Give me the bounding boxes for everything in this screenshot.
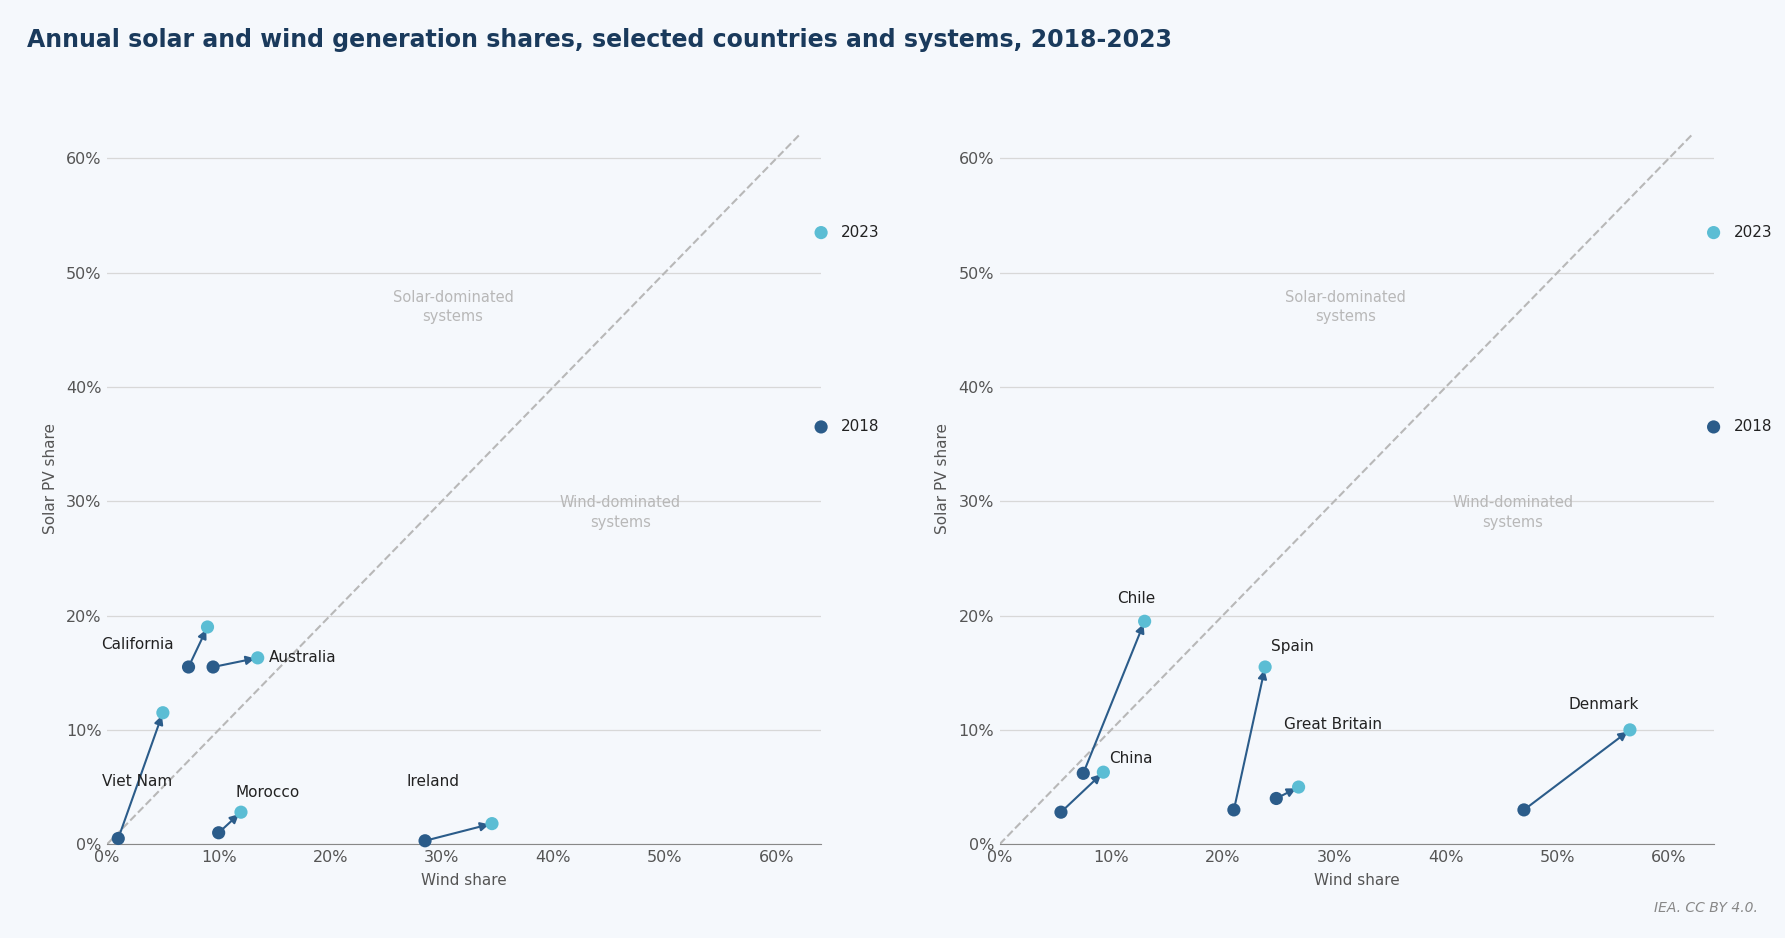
Text: Ireland: Ireland bbox=[407, 774, 459, 789]
Text: Annual solar and wind generation shares, selected countries and systems, 2018-20: Annual solar and wind generation shares,… bbox=[27, 28, 1171, 53]
Text: California: California bbox=[102, 637, 175, 652]
Point bbox=[411, 833, 439, 848]
Point bbox=[1046, 805, 1075, 820]
X-axis label: Wind share: Wind share bbox=[1314, 873, 1399, 888]
Point bbox=[478, 816, 507, 831]
Text: Denmark: Denmark bbox=[1569, 697, 1639, 712]
Text: 2018: 2018 bbox=[1733, 419, 1773, 434]
Y-axis label: Solar PV share: Solar PV share bbox=[935, 423, 950, 534]
Point bbox=[807, 225, 835, 240]
Text: IEA. CC BY 4.0.: IEA. CC BY 4.0. bbox=[1655, 900, 1758, 915]
Point bbox=[243, 650, 271, 665]
Text: Morocco: Morocco bbox=[236, 785, 300, 800]
Point bbox=[175, 659, 203, 674]
Text: Great Britain: Great Britain bbox=[1283, 717, 1382, 732]
Point bbox=[203, 825, 232, 840]
Text: Viet Nam: Viet Nam bbox=[102, 774, 171, 789]
Y-axis label: Solar PV share: Solar PV share bbox=[43, 423, 57, 534]
Point bbox=[1285, 779, 1314, 794]
Point bbox=[148, 705, 177, 720]
Point bbox=[1219, 802, 1248, 817]
Point bbox=[104, 831, 132, 846]
Point bbox=[1699, 419, 1728, 434]
Point bbox=[1089, 764, 1117, 779]
Text: Solar-dominated
systems: Solar-dominated systems bbox=[393, 290, 514, 325]
Point bbox=[227, 805, 255, 820]
Text: Wind-dominated
systems: Wind-dominated systems bbox=[560, 495, 680, 530]
Text: 2023: 2023 bbox=[841, 225, 880, 240]
Point bbox=[1130, 613, 1158, 628]
Text: 2018: 2018 bbox=[841, 419, 880, 434]
Text: China: China bbox=[1108, 751, 1153, 766]
Point bbox=[198, 659, 227, 674]
Text: Spain: Spain bbox=[1271, 639, 1314, 654]
Text: 2023: 2023 bbox=[1733, 225, 1773, 240]
Text: Solar-dominated
systems: Solar-dominated systems bbox=[1285, 290, 1407, 325]
Point bbox=[1510, 802, 1539, 817]
Point bbox=[1069, 765, 1098, 780]
Point bbox=[1615, 722, 1644, 737]
Text: Australia: Australia bbox=[270, 650, 337, 665]
Point bbox=[1251, 659, 1280, 674]
Text: Chile: Chile bbox=[1117, 591, 1155, 606]
Point bbox=[807, 419, 835, 434]
X-axis label: Wind share: Wind share bbox=[421, 873, 507, 888]
Point bbox=[1699, 225, 1728, 240]
Text: Wind-dominated
systems: Wind-dominated systems bbox=[1453, 495, 1573, 530]
Point bbox=[193, 619, 221, 634]
Point bbox=[1262, 791, 1291, 806]
